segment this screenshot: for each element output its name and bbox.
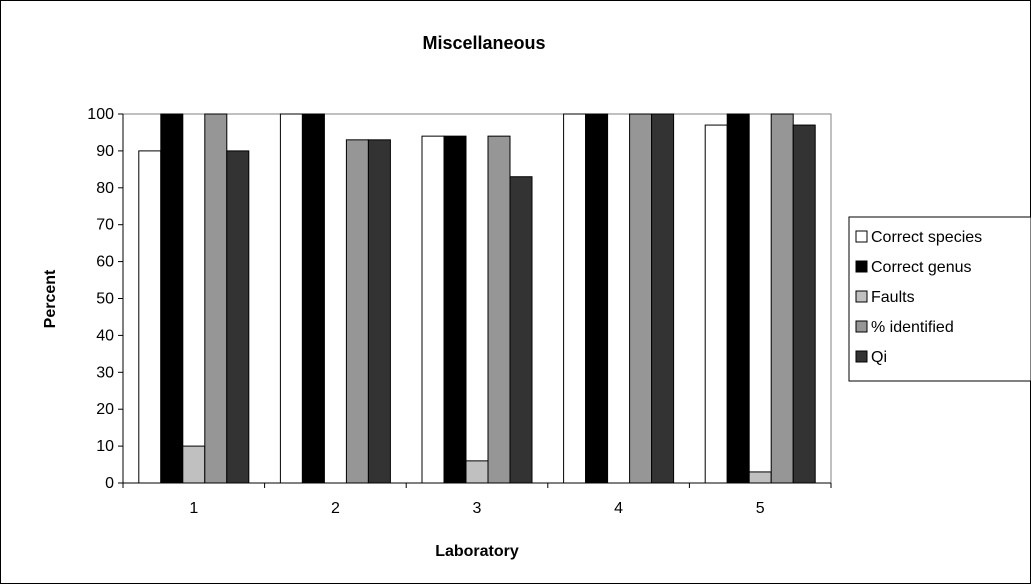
y-tick-label: 90	[96, 143, 114, 160]
y-tick-label: 0	[105, 475, 114, 492]
x-tick-label: 1	[189, 500, 198, 517]
legend-label: Faults	[871, 289, 915, 306]
legend-swatch	[855, 290, 868, 303]
bar	[279, 113, 303, 484]
bar	[182, 445, 206, 484]
bar	[345, 139, 369, 484]
bar	[629, 113, 653, 484]
y-axis-title: Percent	[42, 269, 59, 328]
x-tick-label: 2	[331, 500, 340, 517]
bar	[563, 113, 587, 484]
bar	[226, 150, 250, 484]
y-tick-label: 30	[96, 364, 114, 381]
bar	[421, 135, 445, 484]
legend-box	[848, 216, 1031, 382]
x-tick-label: 5	[756, 500, 765, 517]
legend-label: % identified	[871, 319, 954, 336]
x-tick-label: 3	[473, 500, 482, 517]
x-tick-label: 4	[614, 500, 623, 517]
bar	[770, 113, 794, 484]
legend-label: Correct genus	[871, 259, 972, 276]
bar	[651, 113, 675, 484]
bar	[748, 471, 772, 484]
bar	[704, 124, 728, 484]
legend-label: Correct species	[871, 229, 982, 246]
bar	[160, 113, 184, 484]
legend-swatch	[855, 230, 868, 243]
legend-swatch	[855, 320, 868, 333]
bar	[138, 150, 162, 484]
legend-swatch	[855, 260, 868, 273]
bar	[487, 135, 511, 484]
bar	[367, 139, 391, 484]
y-tick-label: 60	[96, 254, 114, 271]
y-tick-label: 50	[96, 291, 114, 308]
bar	[792, 124, 816, 484]
y-tick-label: 100	[87, 106, 114, 123]
y-tick-label: 70	[96, 217, 114, 234]
plot-area: 0 10 20 30 40 50 60 70 80 90 100 1 2 3 4 5	[87, 106, 832, 517]
legend-label: Qi	[871, 349, 887, 366]
bar	[443, 135, 467, 484]
bar	[585, 113, 609, 484]
chart-title: Miscellaneous	[422, 33, 545, 53]
y-tick-label: 20	[96, 401, 114, 418]
y-tick-label: 80	[96, 180, 114, 197]
y-tick-label: 40	[96, 327, 114, 344]
legend: Correct species Correct genus Faults % iden…	[848, 216, 1031, 382]
bar	[204, 113, 228, 484]
y-tick-label: 10	[96, 438, 114, 455]
legend-swatch	[855, 350, 868, 363]
bar	[509, 176, 533, 484]
x-axis-title: Laboratory	[435, 543, 519, 560]
bar	[301, 113, 325, 484]
bar	[465, 460, 489, 484]
bar	[726, 113, 750, 484]
